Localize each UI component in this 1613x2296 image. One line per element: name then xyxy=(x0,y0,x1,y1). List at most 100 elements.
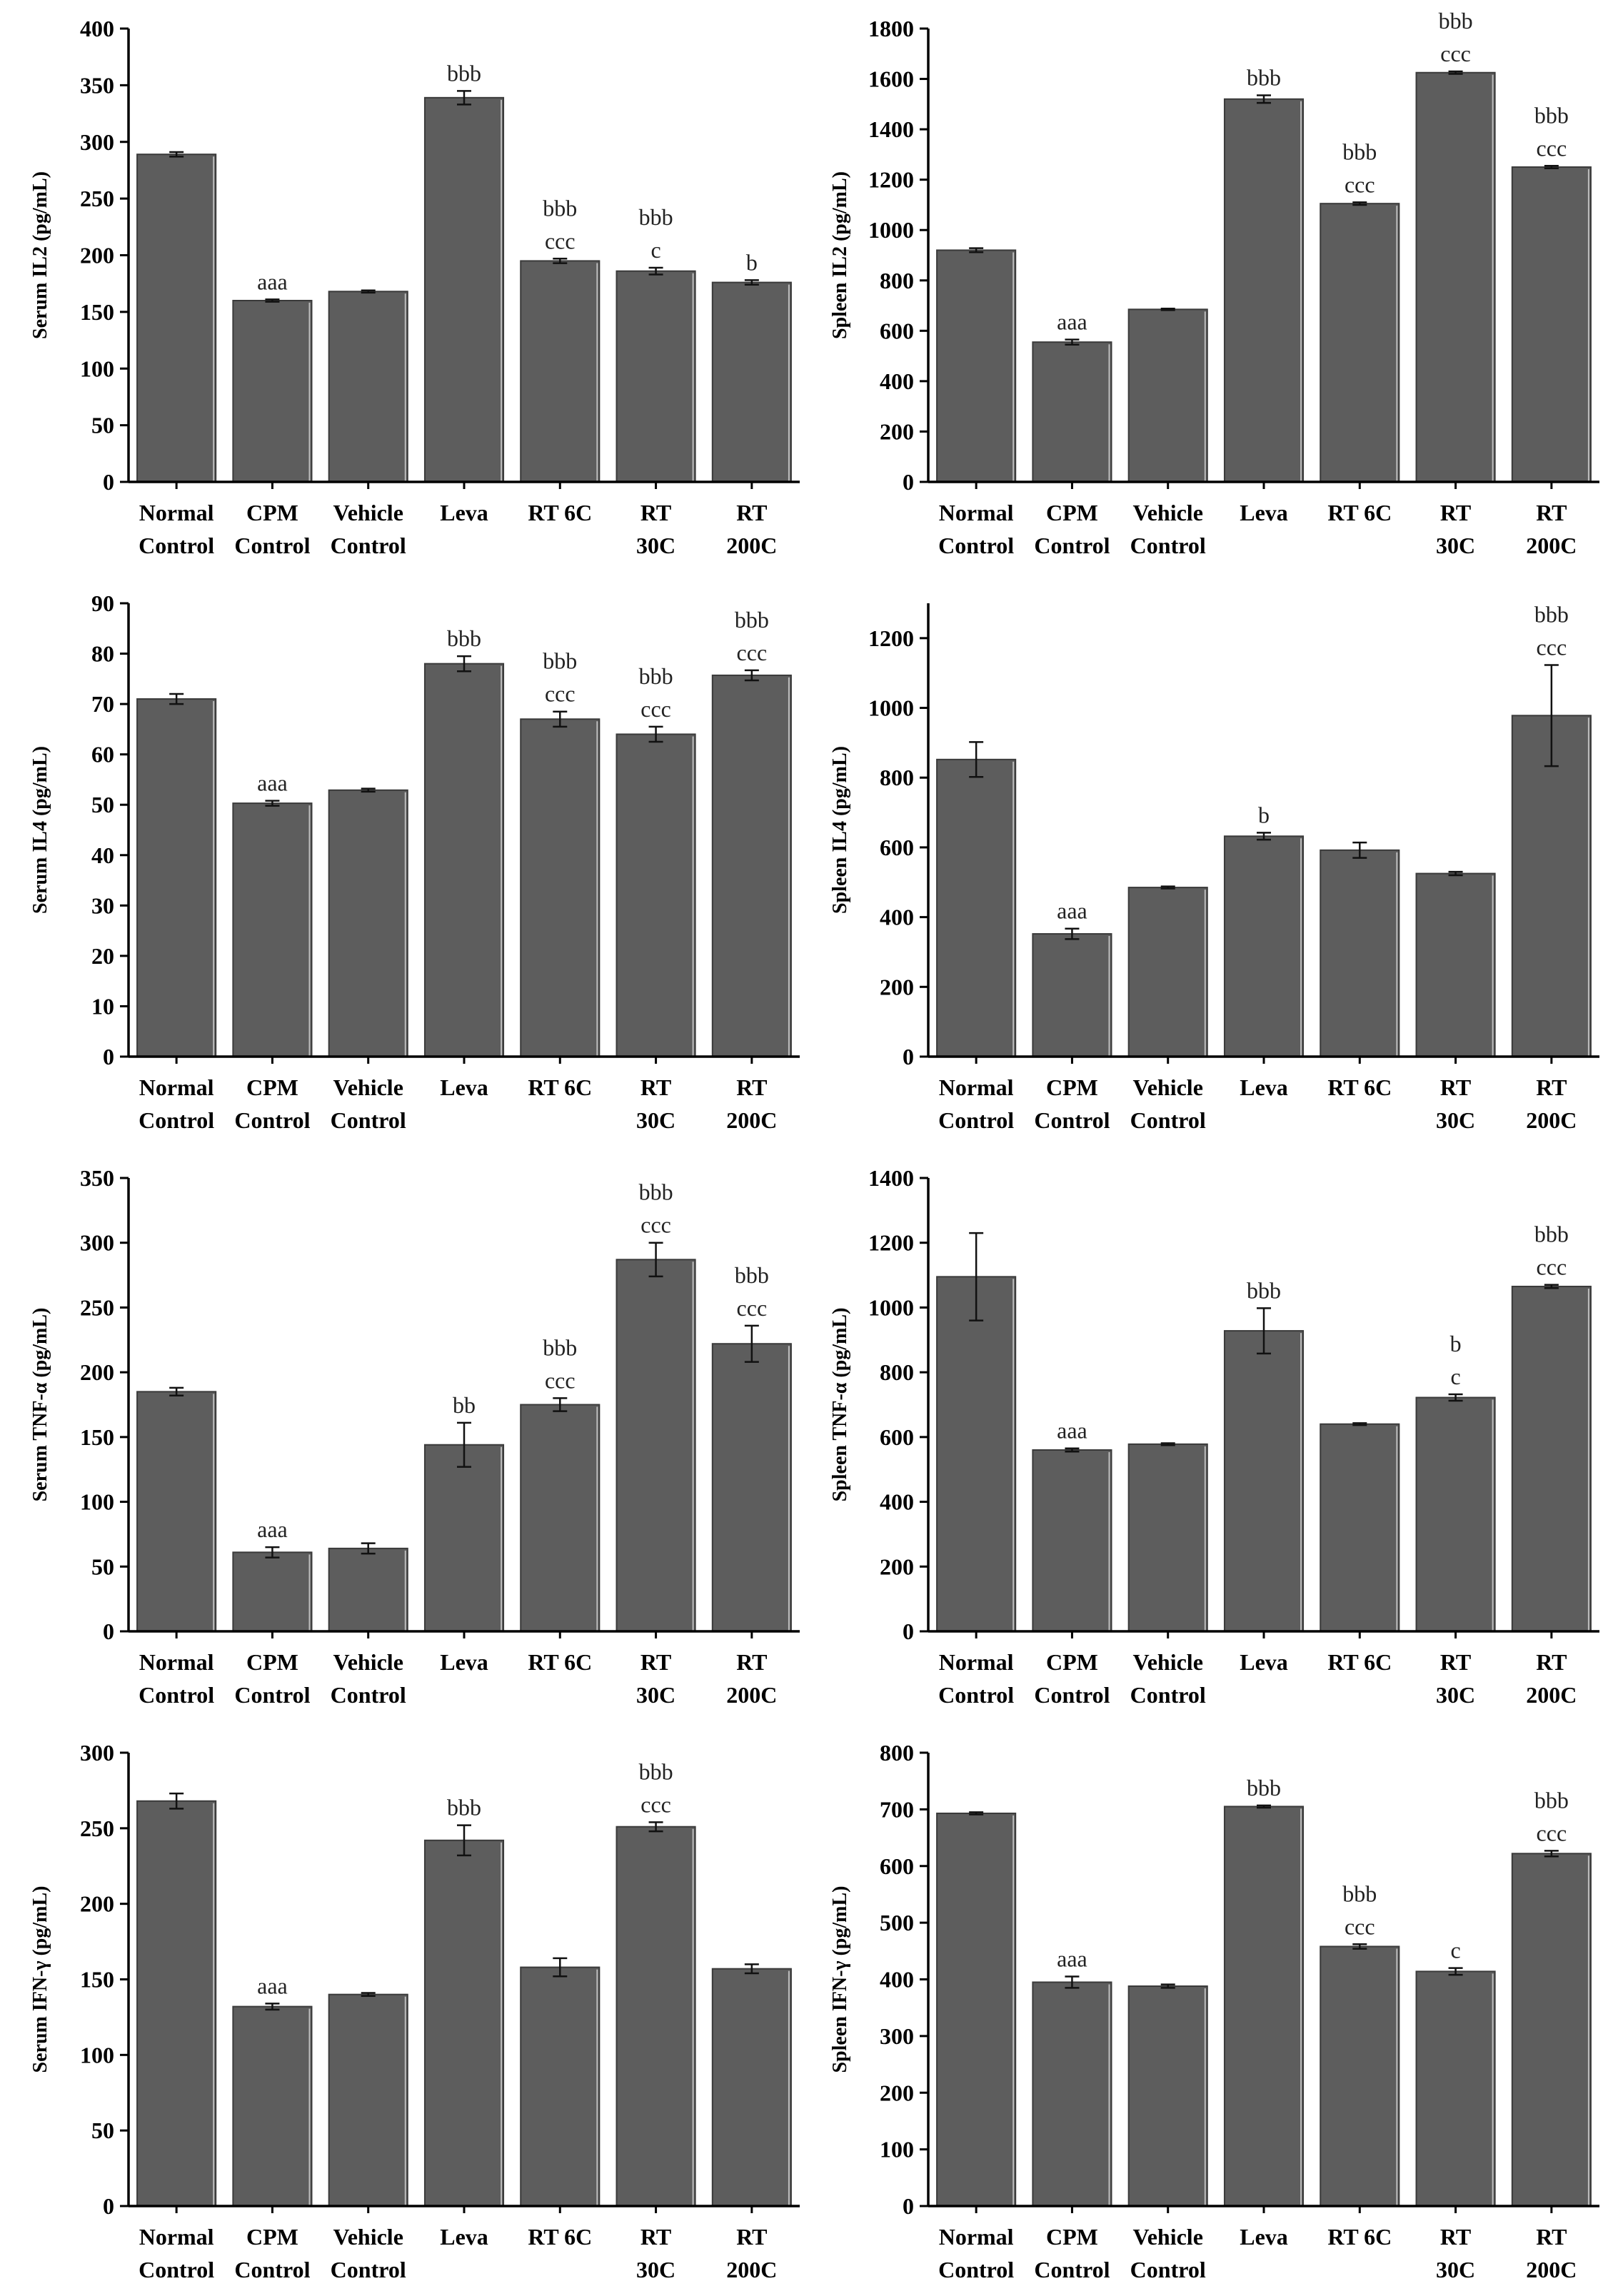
significance-label: ccc xyxy=(545,681,576,707)
x-tick-label: 30C xyxy=(636,533,675,558)
x-tick-label: Control xyxy=(938,1682,1014,1708)
x-tick-label: 200C xyxy=(1526,1107,1577,1133)
significance-label: c xyxy=(650,237,660,263)
significance-label: bbb xyxy=(1342,139,1377,164)
x-tick-label: Leva xyxy=(1240,1649,1288,1675)
x-tick-label: 30C xyxy=(1436,1682,1475,1708)
bar xyxy=(936,758,1017,1058)
bar xyxy=(1032,933,1112,1057)
x-tick-label: RT 6C xyxy=(528,1649,592,1675)
y-axis-title: Spleen IL2 (pg/mL) xyxy=(829,171,851,339)
y-tick-label: 0 xyxy=(903,1618,914,1644)
chart-panel-6: Normal Control aaa CPM Control Vehicle Control… xyxy=(829,1165,1599,1708)
bar xyxy=(711,281,792,483)
y-tick-label: 500 xyxy=(880,1910,914,1935)
significance-label: ccc xyxy=(737,640,768,665)
x-tick-label: RT 6C xyxy=(1327,2224,1392,2250)
x-tick-label: Normal xyxy=(139,1074,214,1100)
y-tick-label: 600 xyxy=(880,1853,914,1879)
x-tick-label: 30C xyxy=(636,1682,675,1708)
x-tick-label: 30C xyxy=(1436,1107,1475,1133)
significance-label: bbb xyxy=(1534,601,1569,627)
significance-label: ccc xyxy=(545,228,576,253)
x-tick-label: Leva xyxy=(440,500,488,525)
x-tick-label: Control xyxy=(331,2257,406,2282)
y-tick-label: 350 xyxy=(80,1165,114,1191)
x-tick-label: RT xyxy=(640,1649,671,1675)
bar xyxy=(232,1551,313,1633)
bar xyxy=(232,802,313,1058)
significance-label: aaa xyxy=(257,1516,288,1542)
bar xyxy=(1320,849,1400,1058)
x-tick-label: Control xyxy=(1130,1107,1206,1133)
x-tick-label: Normal xyxy=(939,1074,1014,1100)
x-tick-label: Control xyxy=(938,1107,1014,1133)
y-axis-title: Spleen TNF-α (pg/mL) xyxy=(829,1308,851,1502)
x-tick-label: RT xyxy=(1536,2224,1567,2250)
bar xyxy=(936,1812,1017,2207)
bar xyxy=(520,718,601,1057)
y-tick-label: 200 xyxy=(80,1891,114,1917)
chart-panel-3: Normal Control aaa CPM Control Vehicle Control… xyxy=(29,590,800,1133)
significance-label: b xyxy=(1450,1331,1462,1356)
significance-label: bbb xyxy=(447,625,481,651)
y-tick-label: 1000 xyxy=(868,217,914,243)
x-tick-label: Leva xyxy=(440,1074,488,1100)
y-tick-label: 0 xyxy=(103,1044,114,1069)
x-tick-label: 30C xyxy=(1436,2257,1475,2282)
y-tick-label: 50 xyxy=(91,2118,114,2143)
y-tick-label: 250 xyxy=(80,1294,114,1320)
bar xyxy=(936,249,1017,483)
significance-label: bbb xyxy=(543,1334,577,1360)
y-axis-title: Serum TNF-α (pg/mL) xyxy=(29,1308,51,1502)
bar xyxy=(1032,1449,1112,1632)
bar xyxy=(711,1968,792,2207)
significance-label: bbb xyxy=(639,204,673,230)
y-tick-label: 400 xyxy=(880,368,914,394)
x-tick-label: RT xyxy=(640,1074,671,1100)
bar xyxy=(1223,98,1305,483)
bar xyxy=(1415,1970,1496,2207)
y-tick-label: 200 xyxy=(80,243,114,268)
bar xyxy=(1320,203,1400,483)
significance-label: aaa xyxy=(257,268,288,294)
x-tick-label: Vehicle xyxy=(333,500,403,525)
x-tick-label: Leva xyxy=(1240,2224,1288,2250)
bar xyxy=(1223,1330,1305,1632)
x-tick-label: RT xyxy=(1536,1649,1567,1675)
x-tick-label: Control xyxy=(139,1682,214,1708)
x-tick-label: RT 6C xyxy=(1327,1649,1392,1675)
y-tick-label: 1200 xyxy=(868,1230,914,1256)
x-tick-label: Control xyxy=(139,533,214,558)
y-tick-label: 800 xyxy=(880,1359,914,1385)
significance-label: bb xyxy=(453,1392,476,1418)
significance-label: bbb xyxy=(1534,1787,1569,1813)
y-tick-label: 100 xyxy=(880,2137,914,2162)
y-tick-label: 600 xyxy=(880,318,914,343)
significance-label: c xyxy=(1450,1364,1460,1389)
y-tick-label: 50 xyxy=(91,413,114,438)
y-tick-label: 100 xyxy=(80,1489,114,1515)
bar xyxy=(136,1800,217,2207)
chart-panel-4: Normal Control aaa CPM Control Vehicle Control… xyxy=(829,601,1599,1133)
bar xyxy=(1415,1396,1496,1633)
x-tick-label: RT xyxy=(1536,1074,1567,1100)
chart-panel-1: Normal Control aaa CPM Control Vehicle Control… xyxy=(29,16,800,558)
bar xyxy=(615,270,696,483)
x-tick-label: Control xyxy=(1034,2257,1110,2282)
x-tick-label: Control xyxy=(139,1107,214,1133)
x-tick-label: RT 6C xyxy=(1327,500,1392,525)
x-tick-label: RT xyxy=(1440,1074,1471,1100)
y-tick-label: 250 xyxy=(80,1816,114,1841)
significance-label: bbb xyxy=(735,607,769,633)
bar xyxy=(423,1444,505,1632)
y-tick-label: 150 xyxy=(80,1424,114,1450)
significance-label: ccc xyxy=(1345,171,1375,197)
y-tick-label: 1600 xyxy=(868,66,914,92)
x-tick-label: RT xyxy=(1440,1649,1471,1675)
significance-label: bbb xyxy=(1247,64,1281,90)
bar xyxy=(520,260,601,483)
y-tick-label: 0 xyxy=(903,1044,914,1069)
x-tick-label: Control xyxy=(234,533,310,558)
y-tick-label: 50 xyxy=(91,792,114,817)
